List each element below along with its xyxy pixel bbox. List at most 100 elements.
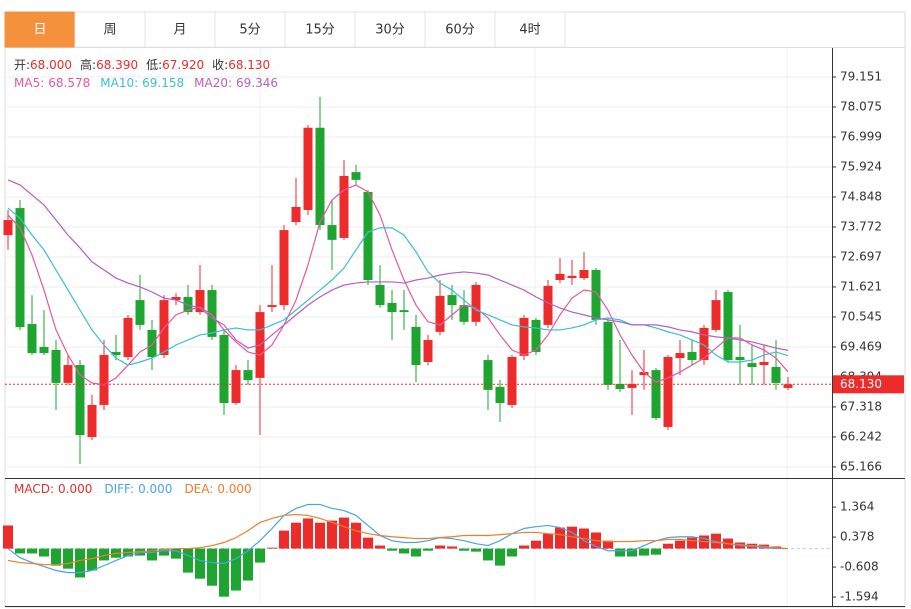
candle-body xyxy=(63,365,73,383)
candle-body xyxy=(615,384,625,390)
macd-bar xyxy=(495,548,505,566)
macd-bar xyxy=(255,548,265,563)
tab-label[interactable]: 15分 xyxy=(305,23,335,38)
y-tick-label: 71.621 xyxy=(840,279,882,293)
macd-bar xyxy=(687,537,697,549)
candle-body xyxy=(579,269,589,279)
candle-body xyxy=(27,324,37,354)
y-tick-label: 66.242 xyxy=(840,429,882,443)
legend-name: DIFF: xyxy=(104,482,134,496)
line-series xyxy=(7,184,789,386)
tab-label[interactable]: 4时 xyxy=(519,23,540,38)
y-tick-label: -0.608 xyxy=(840,560,879,574)
y-tick-label: 73.772 xyxy=(840,219,882,233)
candle-body xyxy=(279,230,289,306)
macd-bar xyxy=(351,522,361,549)
candle-body xyxy=(375,285,385,306)
ohlc-value: 68.130 xyxy=(228,58,270,72)
candle-body xyxy=(603,321,613,385)
candle-body xyxy=(303,127,313,211)
macd-bar xyxy=(243,548,253,581)
legend-name: MACD: xyxy=(14,482,54,496)
candle-body xyxy=(627,384,637,388)
legend-value: 69.158 xyxy=(142,76,184,90)
candle-body xyxy=(411,326,421,366)
tab[interactable] xyxy=(284,11,356,48)
macd-bar xyxy=(555,527,565,549)
macd-bar xyxy=(483,548,493,561)
macd-bar xyxy=(363,537,373,549)
candle-body xyxy=(423,339,433,362)
tab-label[interactable]: 60分 xyxy=(445,23,475,38)
macd-bar xyxy=(507,548,517,557)
macd-bar xyxy=(27,548,37,554)
tab-label[interactable]: 周 xyxy=(103,23,116,38)
macd-bar xyxy=(195,548,205,579)
candle-body xyxy=(471,285,481,322)
candle-body xyxy=(363,191,373,281)
tab[interactable] xyxy=(144,11,216,48)
macd-bar xyxy=(627,548,637,557)
candle-body xyxy=(87,404,97,438)
y-tick-label: 76.999 xyxy=(840,129,882,143)
candle-body xyxy=(195,290,205,313)
candle-body xyxy=(771,367,781,383)
candle-body xyxy=(207,290,217,337)
candle-body xyxy=(243,370,253,381)
ohlc-label: 低: xyxy=(146,58,162,72)
macd-bar xyxy=(207,548,217,586)
y-tick-label: 67.318 xyxy=(840,399,882,413)
current-price-label: 68.130 xyxy=(840,377,882,391)
macd-bar xyxy=(183,548,193,573)
candle-body xyxy=(75,365,85,436)
macd-bar xyxy=(171,548,181,559)
macd-bar xyxy=(399,548,409,554)
candle-body xyxy=(759,361,769,366)
macd-bar xyxy=(543,533,553,549)
tab-label[interactable]: 5分 xyxy=(239,23,260,38)
legend-value: 69.346 xyxy=(236,76,278,90)
candle-body xyxy=(387,302,397,313)
candle-body xyxy=(543,285,553,325)
tab[interactable] xyxy=(494,11,566,48)
candle-body xyxy=(267,305,277,308)
macd-bar xyxy=(459,548,469,551)
line-series xyxy=(7,179,789,351)
ma-legend: MA5: 68.578 MA10: 69.158 MA20: 69.346 xyxy=(14,76,278,90)
macd-bar xyxy=(435,545,445,549)
tab-label[interactable]: 日 xyxy=(33,23,46,38)
tab-label[interactable]: 月 xyxy=(173,23,186,38)
candle-body xyxy=(315,127,325,226)
macd-bar xyxy=(39,548,49,557)
tab[interactable] xyxy=(74,11,146,48)
candle-body xyxy=(339,175,349,238)
candle-body xyxy=(447,295,457,306)
y-tick-label: 78.075 xyxy=(840,99,882,113)
candle-body xyxy=(639,372,649,376)
ohlc-label: 高: xyxy=(80,57,96,72)
tab-label[interactable]: 30分 xyxy=(375,23,405,38)
macd-bar xyxy=(51,548,61,566)
y-tick-label: 69.469 xyxy=(840,339,882,353)
candle-body xyxy=(219,334,229,403)
y-tick-label: 1.364 xyxy=(840,500,874,514)
macd-bar xyxy=(639,548,649,556)
frame xyxy=(4,11,906,608)
macd-bar xyxy=(375,545,385,549)
macd-bar xyxy=(147,548,157,561)
macd-bar xyxy=(231,548,241,591)
candle-body xyxy=(231,370,241,403)
ohlc-label: 开: xyxy=(14,58,30,72)
macd-bar xyxy=(651,548,661,555)
y-tick-label: 74.848 xyxy=(840,189,882,203)
candle-body xyxy=(699,327,709,361)
tab[interactable] xyxy=(214,11,286,48)
ohlc-value: 68.000 xyxy=(30,58,72,72)
macd-bar xyxy=(471,548,481,552)
macd-bar xyxy=(315,522,325,549)
candle-body xyxy=(291,206,301,223)
macd-bar xyxy=(87,548,97,571)
legend-name: MA20: xyxy=(194,76,232,90)
tab[interactable] xyxy=(4,11,76,48)
